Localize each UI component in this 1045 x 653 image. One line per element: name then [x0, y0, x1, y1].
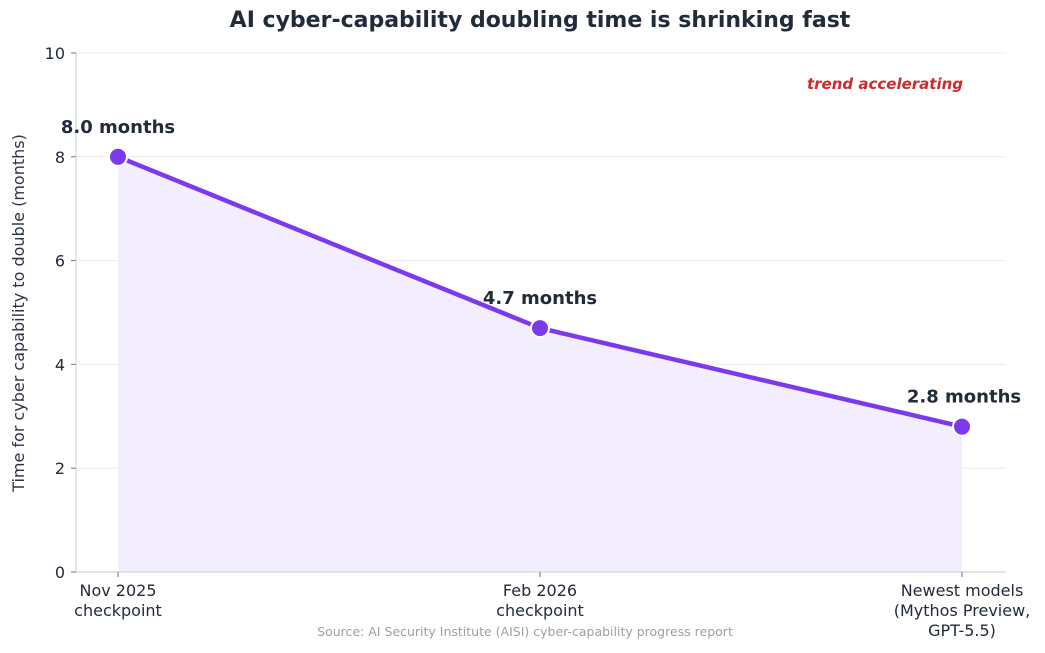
x-tick-label-line: Newest models	[901, 581, 1024, 600]
data-label: 4.7 months	[483, 288, 597, 309]
x-tick-label-line: GPT-5.5)	[928, 621, 996, 640]
x-tick-label: Feb 2026 checkpoint	[496, 581, 584, 620]
x-tick-label-line: checkpoint	[496, 601, 584, 620]
x-tick-label-line: Feb 2026	[503, 581, 577, 600]
y-tick-label: 6	[55, 252, 65, 271]
y-tick-label: 2	[55, 459, 65, 478]
y-axis-label: Time for cyber capability to double (mon…	[9, 134, 28, 493]
area-layer	[118, 156, 962, 573]
data-label: 8.0 months	[61, 117, 175, 138]
x-tick-label-line: checkpoint	[74, 601, 162, 620]
y-tick-label: 0	[55, 563, 65, 582]
data-label: 2.8 months	[907, 387, 1021, 408]
x-tick-label: Nov 2025 checkpoint	[74, 581, 162, 620]
y-tick-label: 4	[55, 355, 65, 374]
trend-annotation: trend accelerating	[807, 75, 963, 93]
data-point	[108, 146, 128, 167]
data-point	[952, 416, 972, 437]
chart-title: AI cyber-capability doubling time is shr…	[230, 8, 851, 33]
label-layer: 8.0 months 4.7 months 2.8 months	[61, 117, 1021, 408]
x-tick-label-line: Nov 2025	[79, 581, 156, 600]
x-tick-label-line: (Mythos Preview,	[894, 601, 1031, 620]
y-tick-label: 8	[55, 148, 65, 167]
source-note: Source: AI Security Institute (AISI) cyb…	[317, 624, 733, 639]
point-layer	[108, 146, 972, 437]
x-tick-label: Newest models (Mythos Preview, GPT-5.5)	[894, 581, 1031, 640]
area-fill	[118, 156, 962, 573]
y-tick-label: 10	[45, 44, 65, 63]
data-point	[530, 318, 550, 339]
